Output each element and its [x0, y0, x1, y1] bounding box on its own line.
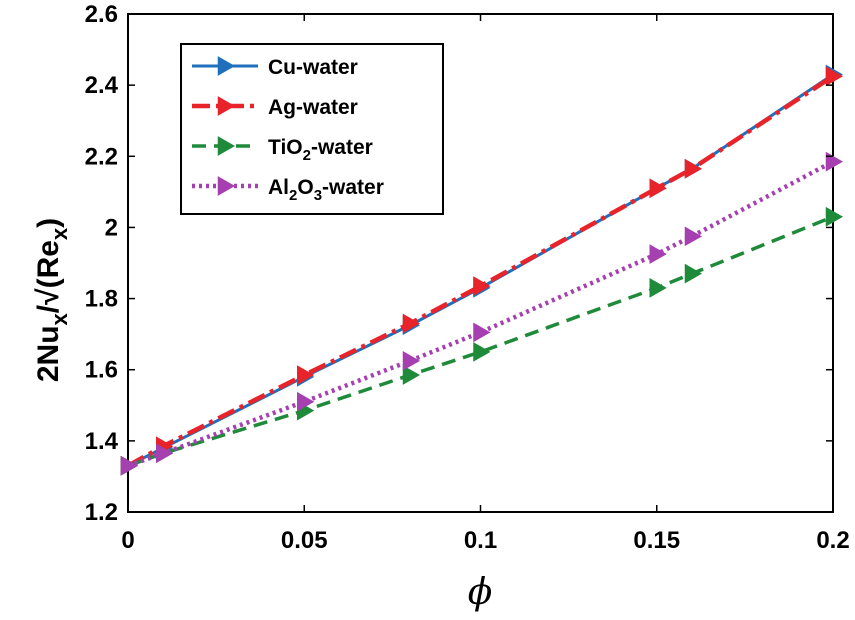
legend: Cu-water Ag-water TiO2-water Al2O3-water	[180, 43, 444, 215]
legend-marker	[217, 136, 236, 156]
x-tick-label: 0.15	[633, 527, 680, 554]
data-point	[684, 263, 703, 284]
legend-label: TiO2-water	[268, 136, 373, 164]
y-tick-label: 1.8	[85, 286, 118, 313]
legend-marker	[217, 176, 236, 196]
data-point	[473, 342, 491, 362]
x-tick-label: 0.1	[464, 527, 497, 554]
data-point	[156, 443, 174, 464]
series-line	[126, 74, 835, 468]
x-tick-label: 0.05	[281, 527, 328, 554]
data-point	[825, 151, 844, 172]
x-axis-label: ϕ	[468, 572, 493, 613]
data-point	[473, 322, 491, 343]
y-tick-label: 2.2	[85, 143, 118, 170]
legend-entries: Cu-water Ag-water TiO2-water Al2O3-water	[192, 56, 384, 204]
data-point	[473, 276, 491, 296]
y-axis-label-sub2: x	[47, 227, 72, 240]
series-layer	[120, 64, 844, 476]
legend-label: Cu-water	[268, 56, 358, 79]
data-point	[649, 244, 667, 264]
y-axis-label-main: 2Nu	[32, 325, 65, 382]
data-point	[825, 206, 844, 227]
legend-entry-1: Ag-water	[192, 96, 358, 119]
x-tick-label: 0.2	[816, 527, 849, 554]
data-point	[297, 391, 315, 412]
data-point	[684, 226, 703, 247]
data-point	[402, 350, 421, 371]
data-point	[297, 365, 315, 385]
y-axis-label-end: )	[32, 218, 65, 228]
legend-entry-0: Cu-water	[192, 56, 358, 79]
y-axis-label: 2Nux/√(Rex)	[32, 218, 72, 382]
legend-marker	[217, 56, 236, 76]
series-3	[120, 151, 844, 476]
legend-entry-2: TiO2-water	[192, 136, 373, 164]
legend-label: Al2O3-water	[268, 176, 384, 204]
y-tick-label: 2.6	[85, 1, 118, 28]
legend-entry-3: Al2O3-water	[192, 176, 384, 204]
y-tick-label: 1.6	[85, 357, 118, 384]
legend-marker	[217, 96, 236, 116]
y-axis-label-sub1: x	[47, 312, 72, 325]
legend-label: Ag-water	[268, 96, 358, 119]
data-point	[402, 313, 421, 334]
y-tick-label: 1.4	[85, 428, 119, 455]
data-point	[402, 365, 421, 385]
y-axis-label-mid: /√(Re	[32, 240, 65, 313]
y-tick-label: 2.4	[85, 72, 119, 99]
ticks-layer: 0 0.05 0.1 0.15 0.2 1.2 1.4 1.6 1.8 2 2.2 2.4 2.6	[85, 1, 850, 554]
data-point	[649, 178, 667, 199]
data-point	[825, 66, 844, 87]
data-point	[649, 278, 667, 298]
series-line	[127, 215, 834, 468]
data-point	[684, 158, 703, 179]
y-tick-label: 1.2	[85, 499, 118, 526]
data-point	[120, 455, 139, 476]
x-tick-label: 0	[121, 527, 134, 554]
y-tick-label: 2	[105, 214, 118, 241]
